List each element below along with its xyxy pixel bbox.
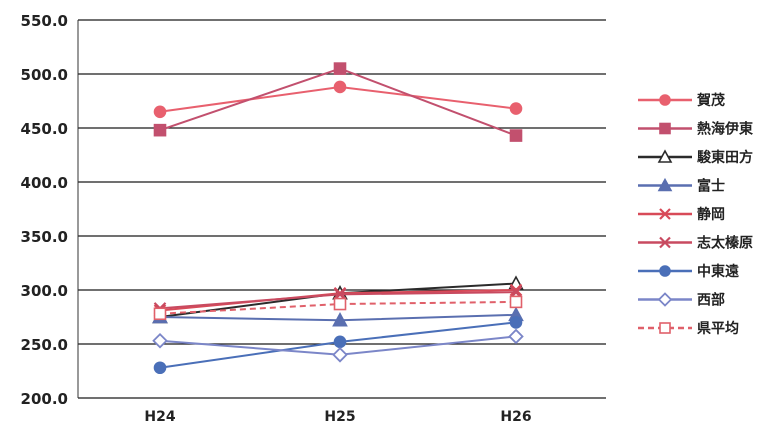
x-axis-ticks: H24 H25 H26 (144, 409, 531, 425)
y-tick-label: 200.0 (21, 390, 68, 408)
legend-item: 駿東田方 (638, 149, 753, 166)
data-point (332, 347, 348, 363)
legend-marker (657, 149, 673, 163)
data-point (509, 129, 523, 142)
series-7 (152, 328, 524, 363)
y-tick-label: 350.0 (21, 228, 68, 246)
legend-marker (659, 94, 671, 106)
y-tick-label: 550.0 (21, 12, 68, 30)
data-point (333, 62, 347, 75)
legend-label: 賀茂 (696, 92, 725, 109)
data-point (153, 361, 167, 375)
legend-label: 志太榛原 (697, 235, 753, 252)
y-tick-label: 500.0 (21, 66, 68, 84)
x-tick-label: H24 (144, 409, 175, 425)
y-tick-label: 250.0 (21, 336, 68, 354)
y-axis-ticks: 550.0 500.0 450.0 400.0 350.0 300.0 250.0 200.0 (21, 12, 68, 408)
legend-item: 志太榛原 (638, 235, 753, 252)
legend-item: 富士 (638, 178, 725, 195)
x-tick-label: H25 (324, 409, 355, 425)
legend-marker (659, 265, 671, 277)
legend-label: 富士 (697, 178, 725, 195)
data-point (508, 328, 524, 345)
series-0 (153, 80, 523, 119)
legend-marker (659, 122, 671, 135)
legend-item: 静岡 (638, 206, 725, 223)
legend-label: 県平均 (697, 320, 739, 337)
legend-label: 中東遠 (697, 263, 739, 280)
legend-marker (659, 322, 671, 334)
data-point (153, 123, 167, 137)
data-point (509, 102, 523, 115)
y-tick-label: 400.0 (21, 174, 68, 192)
legend-item: 賀茂 (638, 92, 725, 109)
data-point (152, 332, 168, 349)
data-point (332, 312, 348, 327)
legend-item: 熱海伊東 (638, 121, 753, 138)
data-point (333, 335, 347, 349)
legend-item: 西部 (638, 292, 725, 309)
data-point (333, 297, 347, 311)
data-point (153, 307, 167, 321)
legend-marker (659, 236, 671, 249)
series-1 (153, 62, 523, 142)
data-point (509, 283, 523, 297)
legend-marker (657, 177, 673, 192)
legend-label: 熱海伊東 (697, 121, 753, 138)
legend-item: 中東遠 (638, 263, 739, 280)
legend-label: 駿東田方 (697, 149, 753, 166)
legend-label: 静岡 (697, 206, 725, 223)
legend-marker (659, 208, 671, 220)
legend-marker (657, 292, 673, 307)
y-tick-label: 450.0 (21, 120, 68, 138)
data-point (509, 316, 523, 329)
data-point (153, 105, 167, 119)
legend-item: 県平均 (638, 320, 739, 337)
y-tick-label: 300.0 (21, 282, 68, 300)
legend-label: 西部 (697, 292, 725, 309)
data-point (509, 295, 523, 309)
series-8 (153, 295, 523, 321)
series-6 (153, 316, 523, 375)
data-point (333, 80, 347, 94)
x-tick-label: H26 (500, 409, 531, 425)
series-layer (152, 62, 524, 375)
